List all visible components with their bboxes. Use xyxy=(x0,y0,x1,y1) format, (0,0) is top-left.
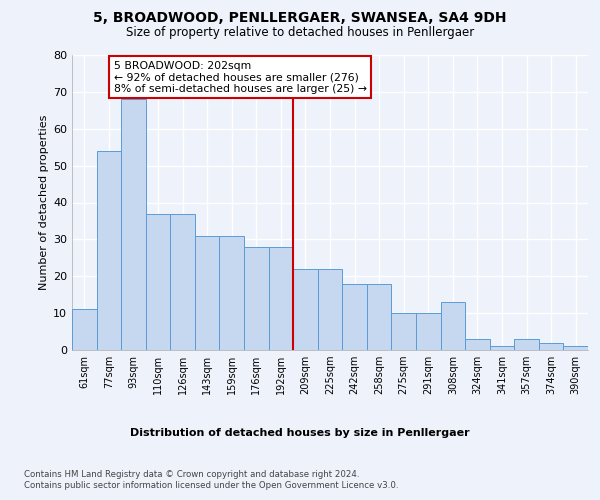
Bar xyxy=(318,269,342,350)
Bar xyxy=(440,302,465,350)
Bar xyxy=(539,342,563,350)
Bar xyxy=(121,99,146,350)
Bar xyxy=(367,284,391,350)
Bar xyxy=(269,247,293,350)
Text: 5, BROADWOOD, PENLLERGAER, SWANSEA, SA4 9DH: 5, BROADWOOD, PENLLERGAER, SWANSEA, SA4 … xyxy=(93,11,507,25)
Bar xyxy=(170,214,195,350)
Bar xyxy=(563,346,588,350)
Bar xyxy=(220,236,244,350)
Bar xyxy=(391,313,416,350)
Text: 5 BROADWOOD: 202sqm
← 92% of detached houses are smaller (276)
8% of semi-detach: 5 BROADWOOD: 202sqm ← 92% of detached ho… xyxy=(114,60,367,94)
Text: Size of property relative to detached houses in Penllergaer: Size of property relative to detached ho… xyxy=(126,26,474,39)
Text: Distribution of detached houses by size in Penllergaer: Distribution of detached houses by size … xyxy=(130,428,470,438)
Bar xyxy=(244,247,269,350)
Text: Contains HM Land Registry data © Crown copyright and database right 2024.: Contains HM Land Registry data © Crown c… xyxy=(24,470,359,479)
Bar xyxy=(465,339,490,350)
Text: Contains public sector information licensed under the Open Government Licence v3: Contains public sector information licen… xyxy=(24,481,398,490)
Bar xyxy=(342,284,367,350)
Bar xyxy=(195,236,220,350)
Bar xyxy=(514,339,539,350)
Bar xyxy=(490,346,514,350)
Bar xyxy=(146,214,170,350)
Y-axis label: Number of detached properties: Number of detached properties xyxy=(39,115,49,290)
Bar xyxy=(97,151,121,350)
Bar xyxy=(72,310,97,350)
Bar xyxy=(416,313,440,350)
Bar xyxy=(293,269,318,350)
